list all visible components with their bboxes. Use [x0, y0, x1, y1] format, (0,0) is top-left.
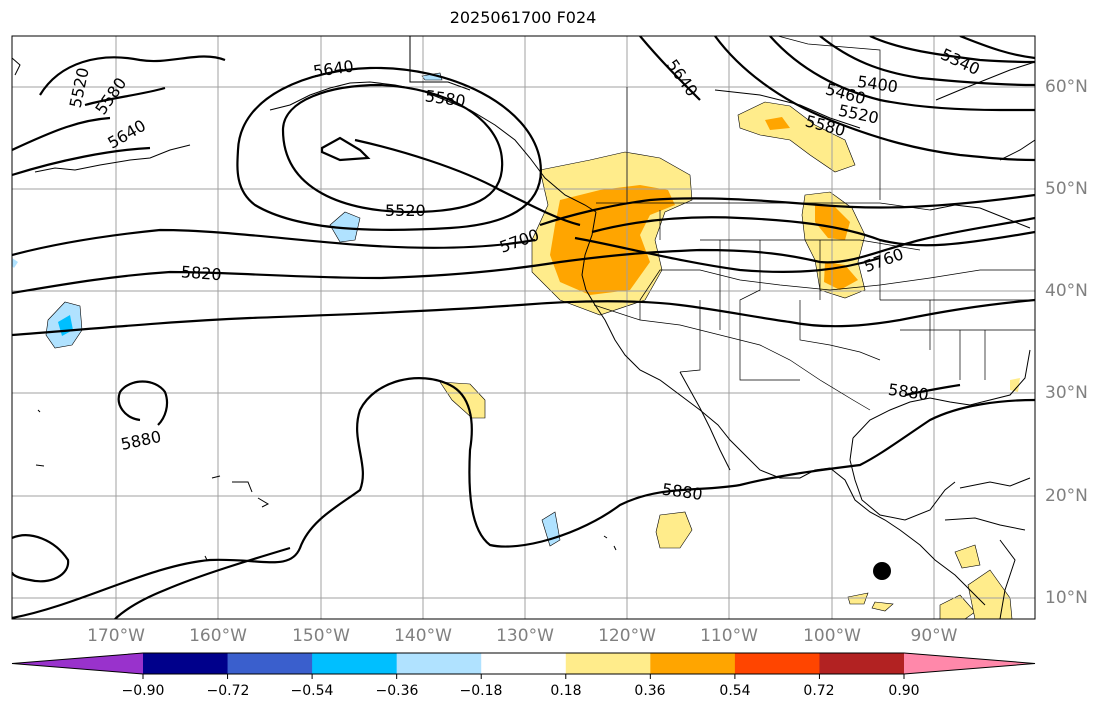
colorbar-cell	[734, 653, 820, 674]
colorbar-cell	[312, 653, 398, 674]
lat-label: 60°N	[1045, 77, 1088, 97]
colorbar-tick-label: −0.72	[206, 683, 250, 699]
colorbar-cell	[481, 653, 567, 674]
colorbar-cell	[143, 653, 229, 674]
colorbar-tick-label: 0.36	[634, 683, 666, 699]
colorbar-cell	[819, 653, 905, 674]
lon-label: 130°W	[496, 626, 554, 646]
contour-label: 5520	[385, 201, 426, 220]
lon-label: 100°W	[803, 626, 861, 646]
colorbar-tick-label: −0.54	[290, 683, 334, 699]
map-frame	[11, 35, 1036, 620]
colorbar-tick-label: 0.18	[550, 683, 582, 699]
colorbar-cell	[396, 653, 482, 674]
colorbar-tick-label: 0.90	[888, 683, 920, 699]
location-marker	[873, 562, 891, 580]
lon-label: 120°W	[598, 626, 656, 646]
colorbar-tick-label: −0.18	[459, 683, 503, 699]
colorbar-tick-label: −0.36	[375, 683, 419, 699]
lat-label: 20°N	[1045, 486, 1088, 506]
colorbar-cell	[650, 653, 736, 674]
colorbar-cell	[227, 653, 313, 674]
lon-label: 110°W	[700, 626, 758, 646]
colorbar	[11, 652, 1036, 679]
lat-label: 40°N	[1045, 281, 1088, 301]
contour-label: 5820	[180, 262, 222, 284]
colorbar-tick-label: 0.72	[803, 683, 835, 699]
lon-label: 170°W	[87, 626, 145, 646]
height-contours	[12, 36, 1035, 619]
lon-label: 140°W	[394, 626, 452, 646]
lon-label: 160°W	[189, 626, 247, 646]
lat-label: 50°N	[1045, 179, 1088, 199]
colorbar-cell	[565, 653, 651, 674]
colorbar-tick-label: 0.54	[719, 683, 751, 699]
gridlines	[12, 36, 1035, 619]
lat-label: 30°N	[1045, 383, 1088, 403]
map-plot: 5520 5580 5640 5640 5580 5520 5700 5820 …	[11, 35, 1036, 620]
colorbar-extend-low	[12, 653, 143, 674]
lat-label: 10°N	[1045, 588, 1088, 608]
colorbar-extend-high	[904, 653, 1035, 674]
colorbar-tick-label: −0.90	[121, 683, 165, 699]
lon-label: 150°W	[292, 626, 350, 646]
map-title: 2025061700 F024	[449, 8, 597, 27]
lon-label: 90°W	[910, 626, 958, 646]
